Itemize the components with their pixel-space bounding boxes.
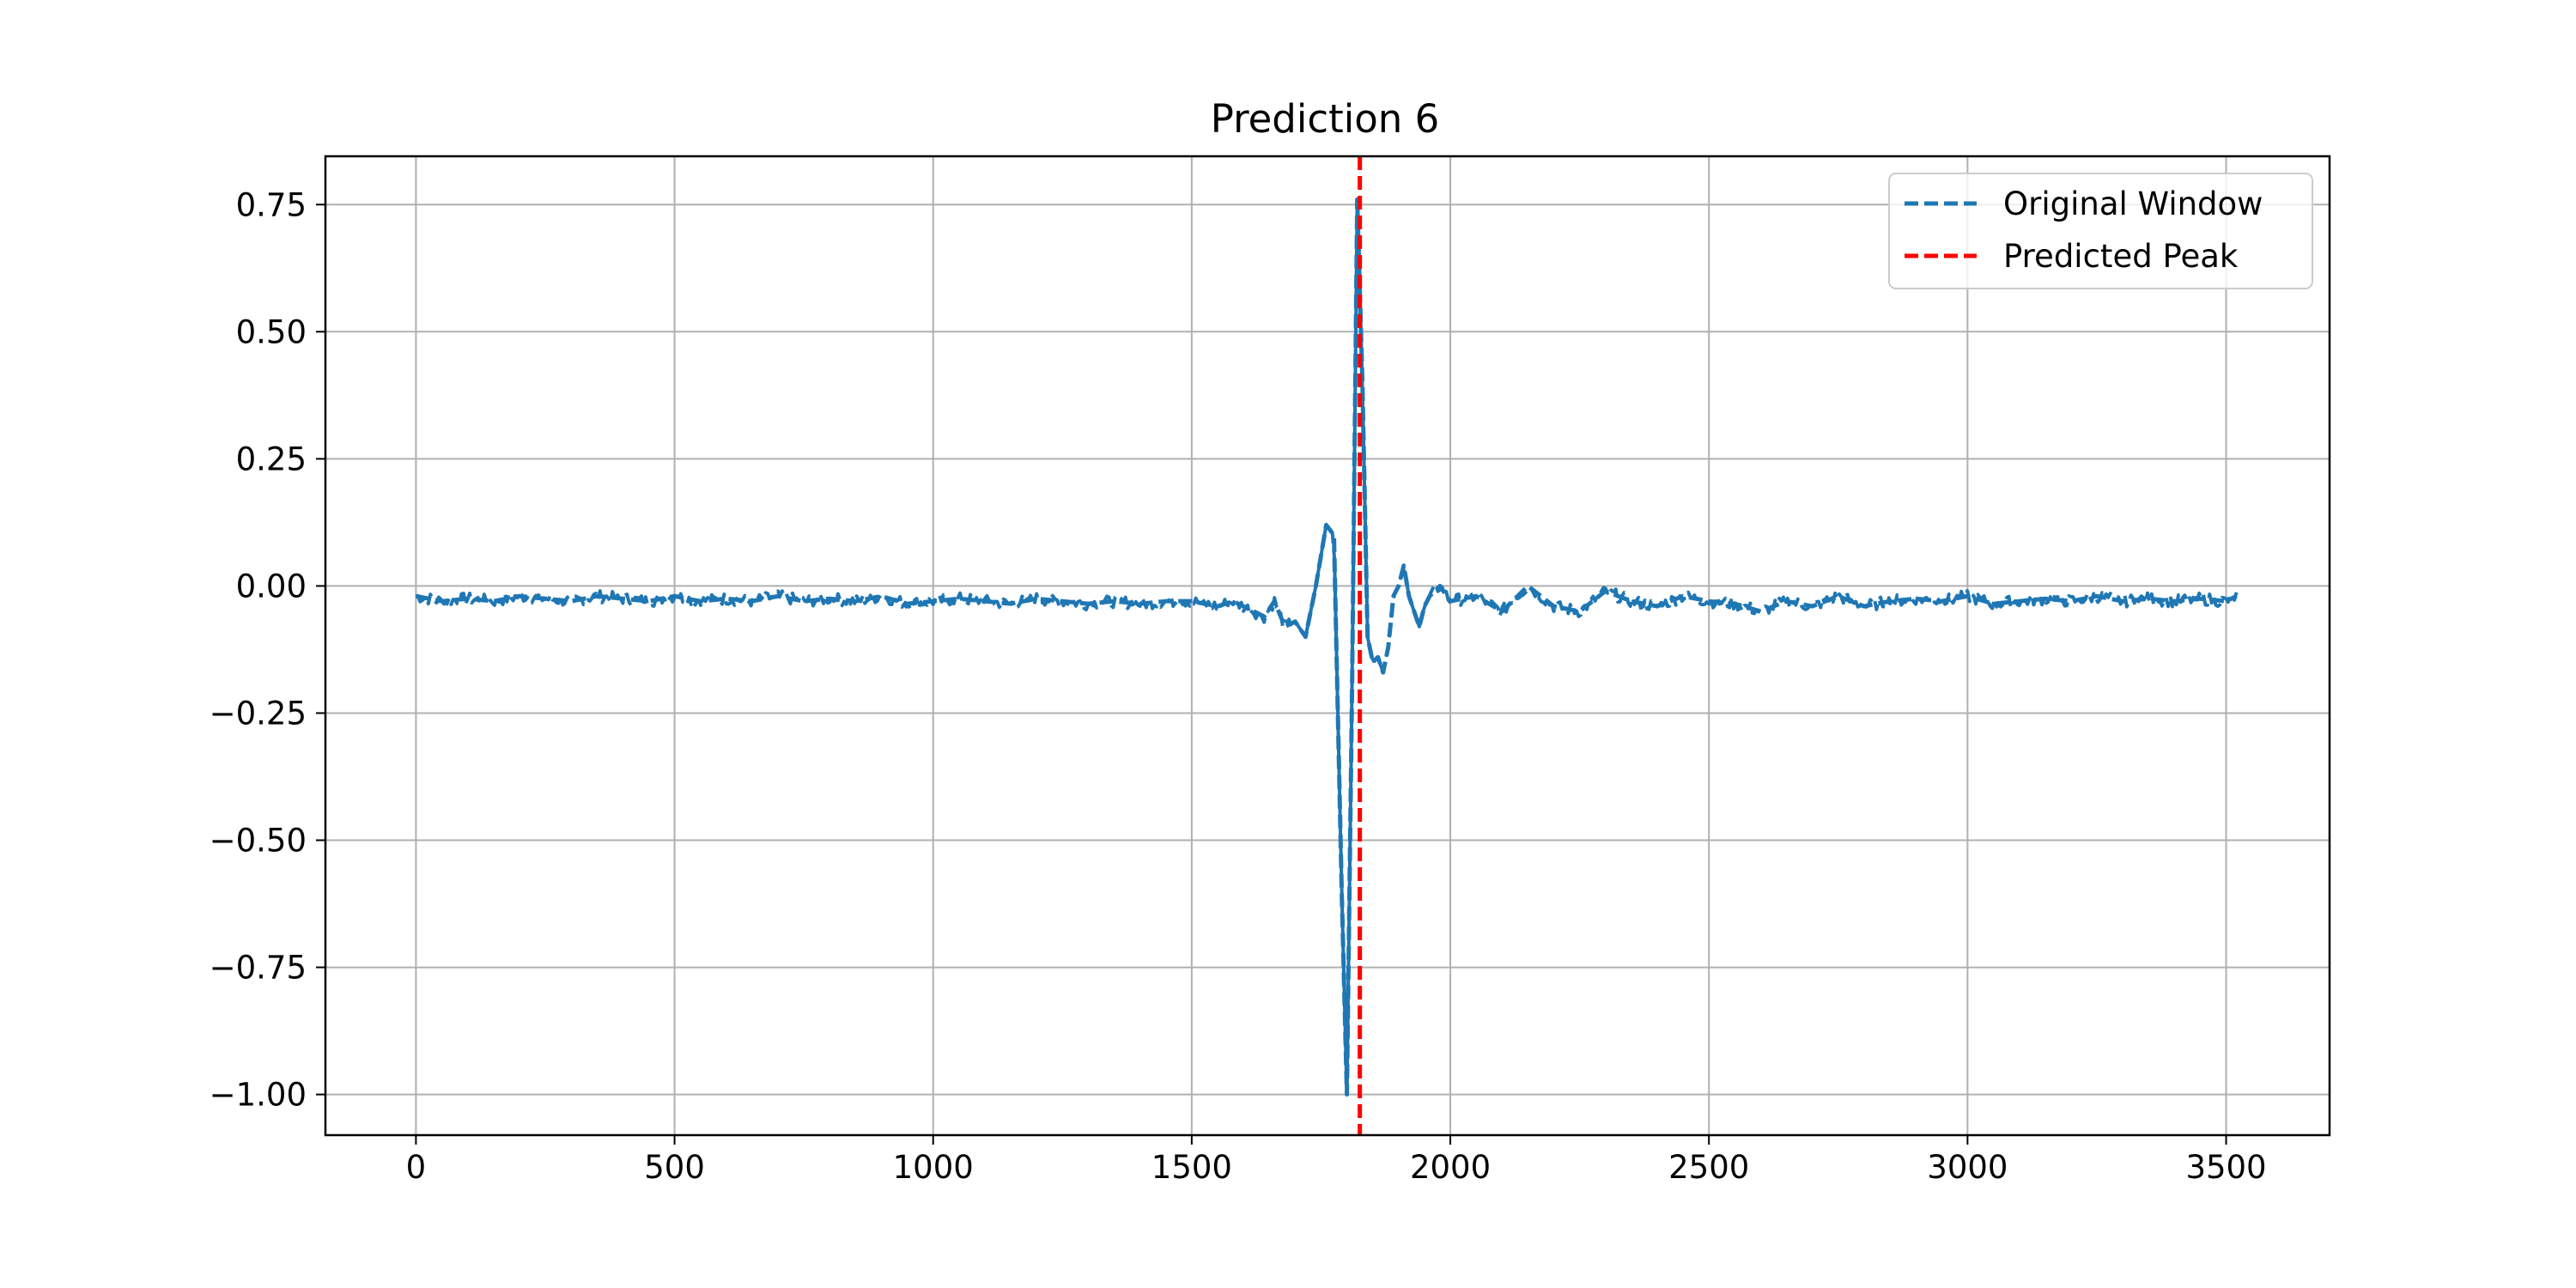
x-tick-label: 0 [406,1149,427,1186]
x-tick-label: 1500 [1151,1149,1232,1186]
chart-title: Prediction 6 [1211,96,1439,142]
y-tick-label: −0.75 [210,950,307,987]
x-tick-label: 3000 [1927,1149,2008,1186]
legend: Original Window Predicted Peak [1888,173,2313,289]
y-tick-label: 0.25 [236,440,307,477]
legend-box [1888,173,2313,289]
y-tick-label: 0.50 [236,313,307,350]
y-tick-label: −0.25 [210,695,307,732]
legend-predicted-peak-label: Predicted Peak [2003,238,2239,275]
y-tick-label: −0.50 [210,823,307,860]
axis-ticks: 0 500 1000 1500 2000 2500 3000 3500 0.75 0.50 0.25… [210,186,2267,1186]
x-tick-label: 2000 [1410,1149,1491,1186]
x-tick-label: 3500 [2185,1149,2266,1186]
x-tick-label: 2500 [1668,1149,1749,1186]
y-tick-label: 0.75 [236,186,307,223]
plot-frame [324,155,2331,1137]
original-window-line [415,197,2238,1097]
legend-original-window-label: Original Window [2003,185,2263,222]
x-tick-label: 500 [644,1149,705,1186]
original-window-noise-trace [415,197,2239,1097]
y-tick-label: 0.00 [236,568,307,605]
grid-lines [325,156,2330,1135]
x-tick-label: 1000 [893,1149,974,1186]
y-tick-label: −1.00 [210,1077,307,1114]
plot-series [415,156,2239,1135]
